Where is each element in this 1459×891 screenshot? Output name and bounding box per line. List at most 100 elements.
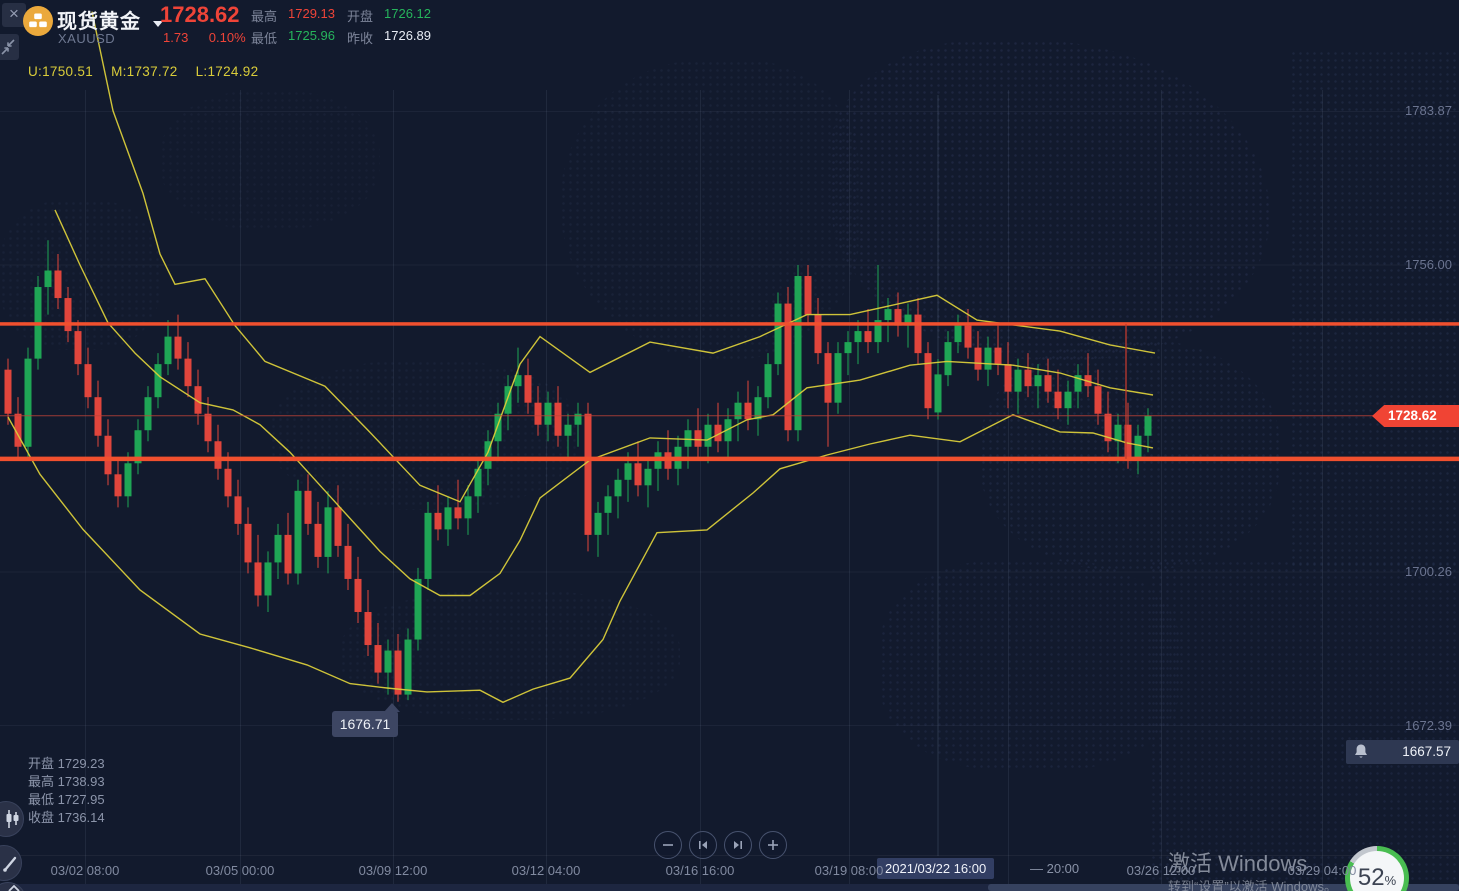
bollinger-upper-value: U:1750.51	[28, 64, 93, 79]
collapse-button[interactable]	[0, 34, 19, 60]
candle	[884, 298, 892, 343]
candle	[184, 342, 192, 398]
progress-badge[interactable]: 52%	[1345, 846, 1409, 891]
candle	[364, 589, 372, 657]
draw-tool-button[interactable]	[0, 845, 22, 881]
skip-back-icon	[699, 841, 707, 849]
candle	[424, 501, 432, 590]
candle	[294, 479, 302, 585]
candle	[684, 419, 692, 469]
candle	[384, 639, 392, 695]
time-axis-label: 03/29 04:00	[1287, 863, 1357, 878]
ohlc-close-value: 1736.14	[57, 810, 105, 825]
candle	[1084, 353, 1092, 398]
activate-windows-hint: 转到“设置”以激活 Windows。	[1168, 879, 1338, 891]
candle	[1104, 391, 1112, 453]
candle	[794, 265, 802, 442]
ohlc-open-value: 1729.23	[57, 756, 105, 771]
candle	[94, 380, 102, 447]
candle	[84, 347, 92, 409]
candle	[1044, 358, 1052, 403]
candle	[64, 287, 72, 343]
support-line[interactable]	[0, 456, 1459, 462]
time-axis-label: 03/09 12:00	[358, 863, 428, 878]
candle	[464, 485, 472, 535]
price-change-percent: 0.10%	[208, 30, 246, 45]
candle	[24, 347, 32, 458]
candle	[254, 534, 262, 607]
price-axis-label: 1700.26	[1405, 564, 1452, 579]
candle	[284, 512, 292, 585]
candle	[414, 567, 422, 651]
bollinger-lower-value: L:1724.92	[195, 64, 259, 79]
ohlc-panel: 开盘 1729.23 最高 1738.93 最低 1727.95 收盘 1736…	[28, 753, 105, 825]
candle	[154, 353, 162, 409]
candle	[204, 397, 212, 453]
low-price-tooltip: 1676.71	[332, 703, 400, 737]
indicator-button[interactable]	[0, 882, 26, 891]
candle	[374, 623, 382, 684]
instrument-symbol: XAUUSD	[58, 31, 116, 46]
zoom-in-button[interactable]	[759, 831, 787, 859]
time-axis-label: 03/16 16:00	[665, 863, 735, 878]
candle	[354, 556, 362, 624]
candle	[774, 292, 782, 376]
close-icon: ×	[9, 4, 19, 23]
resistance-line[interactable]	[0, 322, 1459, 326]
candle	[1054, 369, 1062, 420]
ohlc-high-value: 1738.93	[57, 774, 105, 789]
symbol-selector[interactable]: 现货黄金	[57, 5, 164, 34]
candle	[934, 359, 942, 420]
scrollbar-thumb[interactable]	[988, 884, 1459, 891]
candle	[894, 292, 902, 337]
candle	[614, 468, 622, 519]
bollinger-upper-band	[91, 11, 1156, 503]
time-axis-label: 03/19 08:00	[814, 863, 884, 878]
candle	[164, 320, 172, 376]
crosshair-date-tooltip: 2021/03/22 16:00	[877, 858, 995, 879]
close-button[interactable]: ×	[2, 3, 26, 27]
price-axis-label: 1756.00	[1405, 257, 1452, 272]
collapse-arrows-icon	[1, 39, 15, 55]
pan-left-button[interactable]	[689, 831, 717, 859]
last-price: 1728.62	[160, 2, 240, 27]
candle	[394, 634, 402, 702]
bell-icon	[1355, 744, 1367, 758]
scrollbar-track[interactable]	[0, 884, 1459, 891]
candle	[114, 457, 122, 508]
candle	[784, 287, 792, 442]
candle	[4, 358, 12, 425]
candle	[1004, 342, 1012, 409]
progress-unit: %	[1384, 873, 1397, 888]
candle	[1134, 424, 1142, 475]
candle	[1094, 369, 1102, 425]
current-price-tag: 1728.62	[1372, 405, 1459, 427]
candle	[1024, 353, 1032, 398]
candle	[524, 358, 532, 414]
candle	[814, 298, 822, 365]
candle	[634, 441, 642, 497]
progress-percent: 52	[1357, 864, 1385, 891]
candle	[104, 419, 112, 486]
price-alert-row[interactable]: 1667.57	[1346, 740, 1459, 764]
candle	[334, 485, 342, 557]
candle	[324, 490, 332, 574]
zoom-out-button[interactable]	[654, 831, 682, 859]
ohlc-low-label: 最低	[28, 792, 55, 807]
candle	[1034, 364, 1042, 409]
pan-right-button[interactable]	[724, 831, 752, 859]
chart-type-button[interactable]	[0, 801, 24, 837]
plus-icon	[768, 840, 778, 850]
candle	[434, 485, 442, 541]
candle	[924, 342, 932, 420]
ohlc-high-label: 最高	[28, 774, 55, 789]
candle	[664, 430, 672, 480]
candlestick-icon	[6, 810, 19, 828]
bollinger-middle-band	[54, 209, 1154, 597]
pencil-icon	[3, 856, 17, 872]
bollinger-lower-band	[7, 414, 1154, 704]
candle	[514, 347, 522, 403]
candle	[144, 386, 152, 442]
chevron-down-icon	[153, 20, 164, 27]
